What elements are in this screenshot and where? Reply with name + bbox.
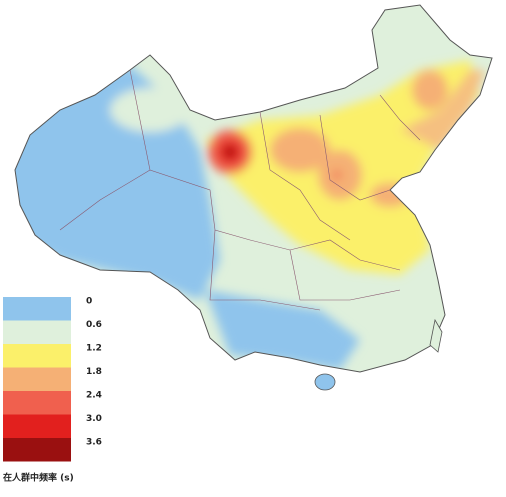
legend-label: 0 [86,297,92,307]
legend-label: 0.6 [86,320,102,330]
legend-swatch [3,367,71,391]
legend-swatch [3,320,71,344]
legend-label: 3.6 [86,438,102,448]
legend-label: 1.8 [86,367,102,377]
legend-label: 1.2 [86,344,102,354]
legend-swatch [3,344,71,368]
legend-title: 在人群中频率 (s) [3,472,74,484]
legend-label: 2.4 [86,391,102,401]
legend: 0 0.6 1.2 1.8 2.4 3.0 3.6 [3,297,102,462]
legend-swatch [3,297,71,321]
map [14,4,493,391]
legend-label: 3.0 [86,414,102,424]
legend-swatch [3,438,71,462]
legend-swatch [3,391,71,415]
legend-swatch [3,414,71,438]
